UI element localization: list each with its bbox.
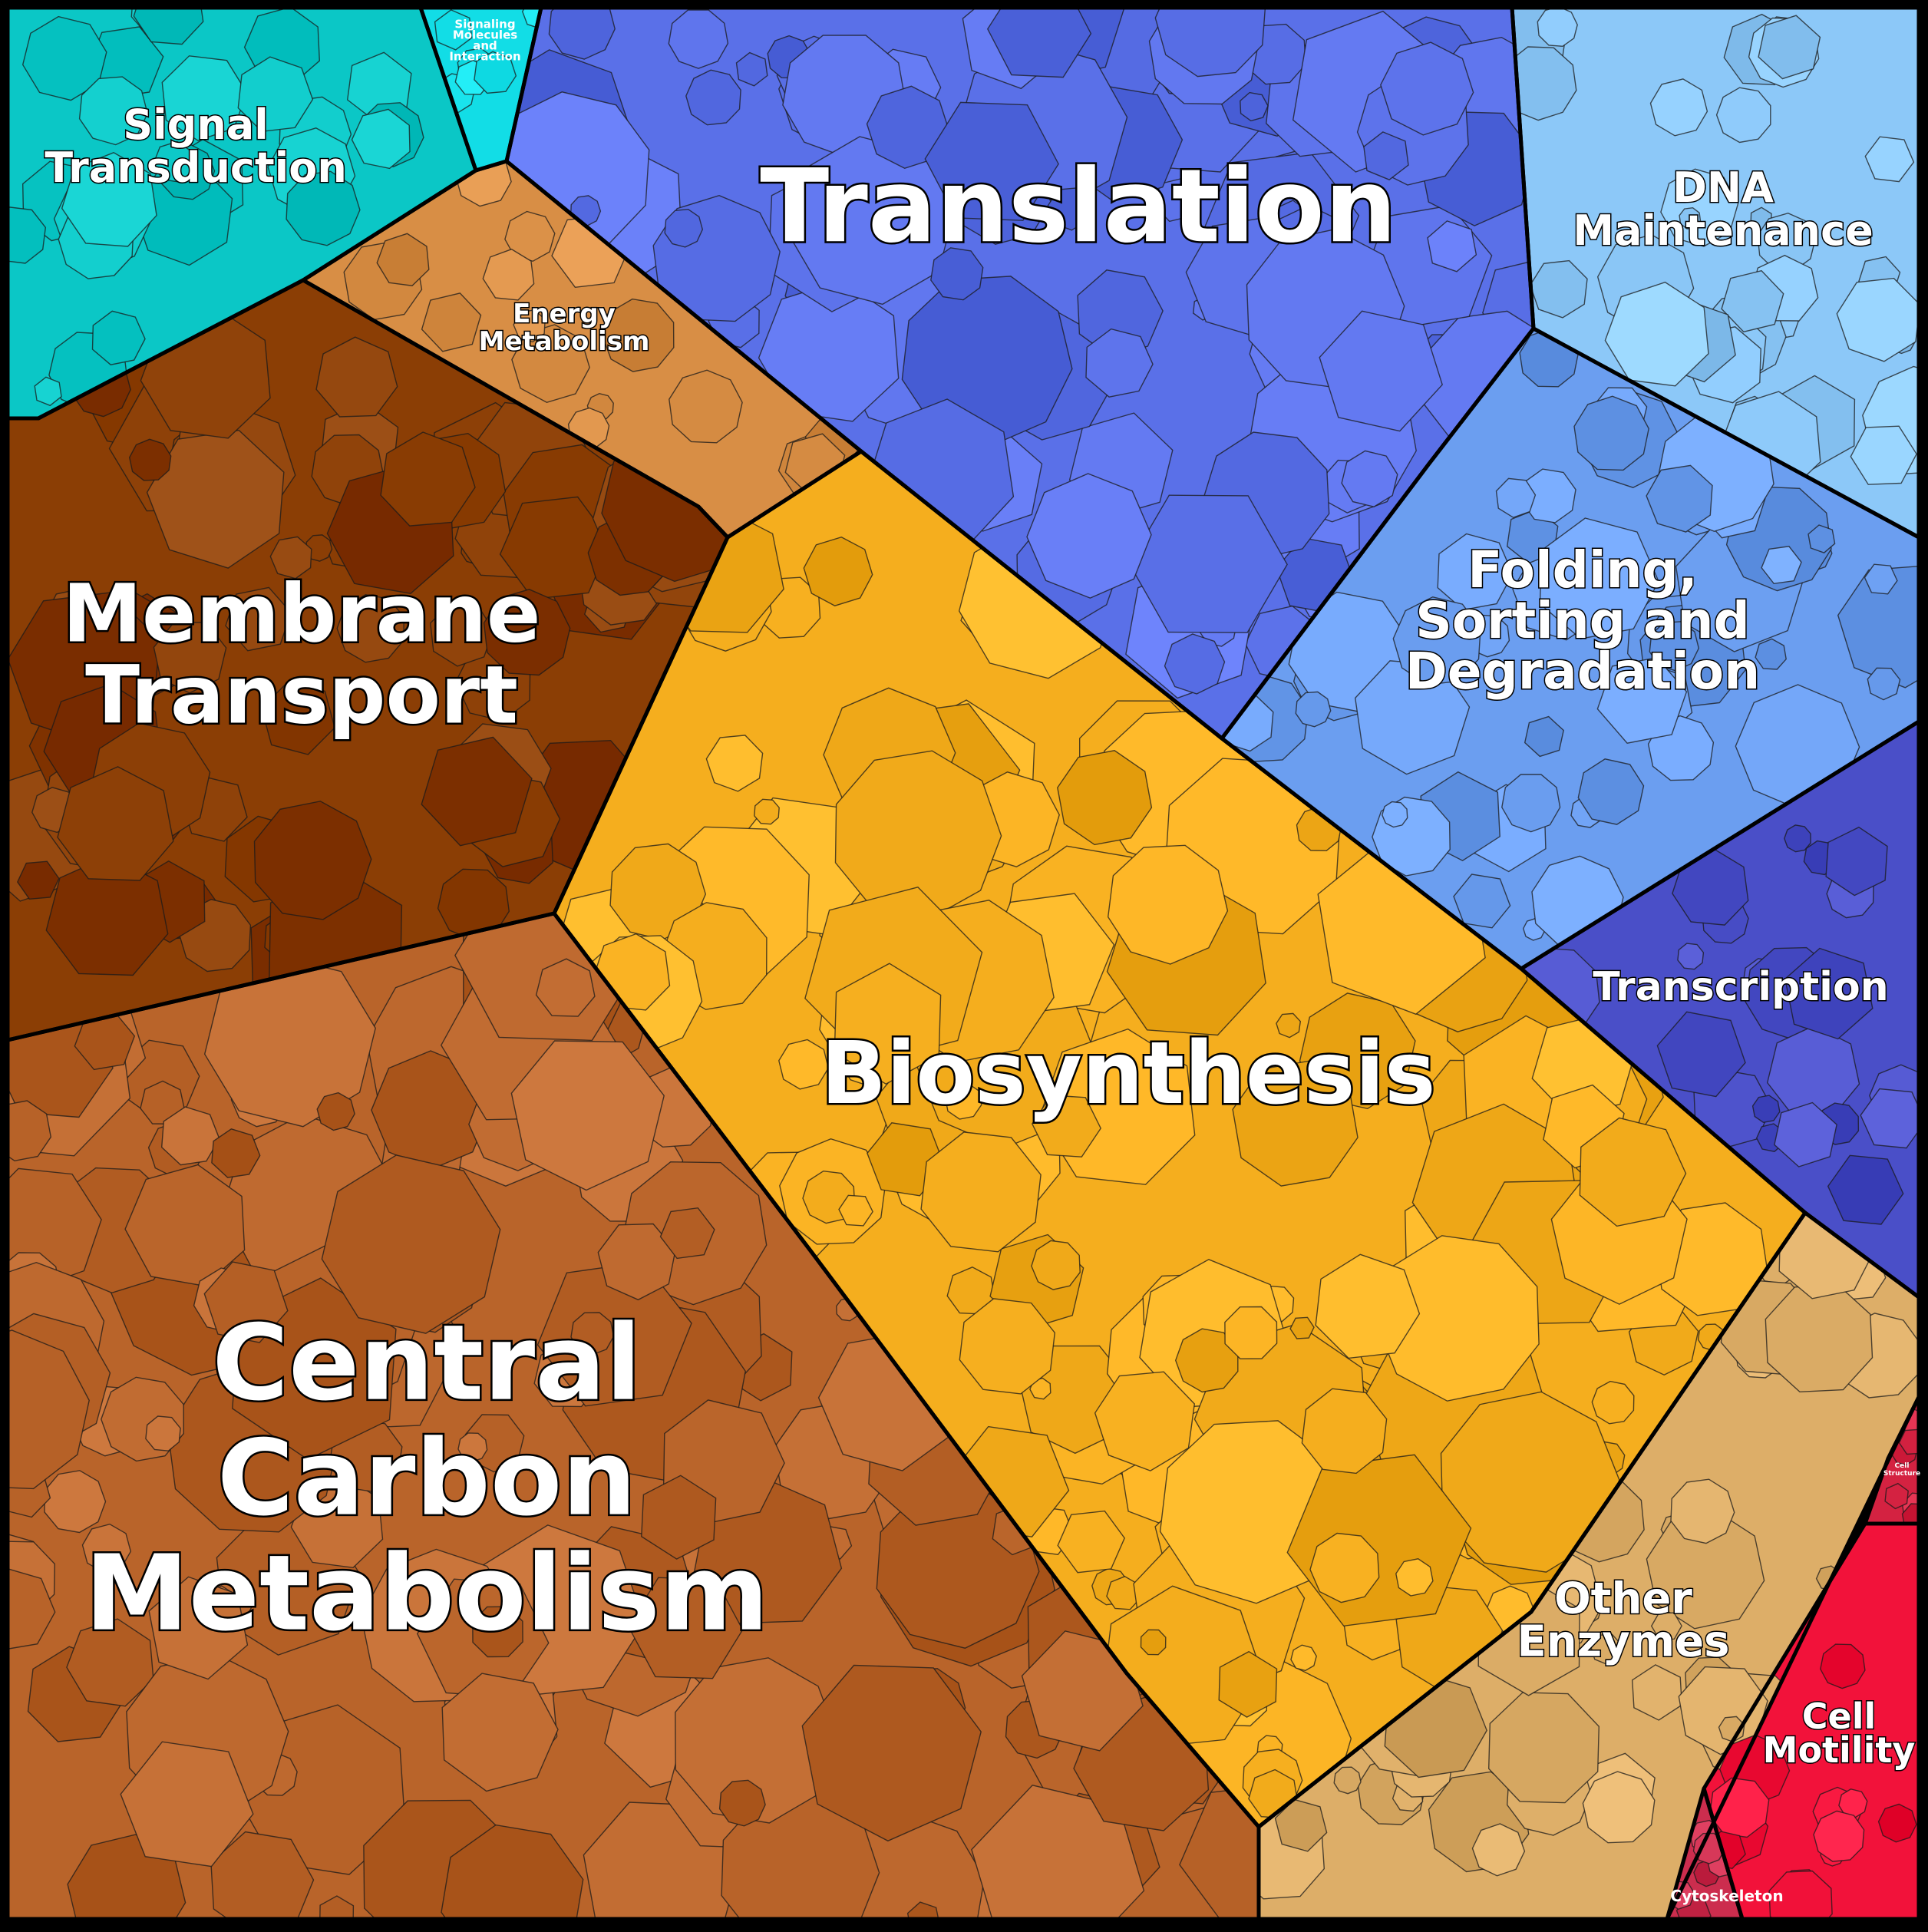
subcell xyxy=(1502,774,1560,832)
subcell xyxy=(1225,1307,1277,1359)
label-translation: Translation xyxy=(760,147,1397,266)
subcell xyxy=(1334,1767,1361,1794)
subcell xyxy=(1537,7,1577,47)
subcell xyxy=(1753,1095,1780,1122)
label-line: Interaction xyxy=(449,49,520,63)
subcell xyxy=(720,1780,766,1826)
label-line: Maintenance xyxy=(1573,206,1874,255)
label-line: Cytoskeleton xyxy=(1670,1887,1783,1905)
label-line: Transport xyxy=(85,648,518,741)
subcell xyxy=(1027,474,1151,598)
subcell xyxy=(1765,1285,1872,1392)
subcell xyxy=(1032,1240,1080,1290)
label-cytoskeleton: Cytoskeleton xyxy=(1670,1887,1783,1905)
subcell xyxy=(1473,1824,1525,1876)
label-line: Transcription xyxy=(1593,964,1888,1010)
label-line: Cell xyxy=(1895,1462,1910,1470)
label-transcription: Transcription xyxy=(1593,964,1888,1010)
label-biosynthesis: Biosynthesis xyxy=(820,1024,1435,1124)
subcell xyxy=(1671,1479,1735,1543)
label-line: Enzymes xyxy=(1517,1617,1730,1667)
subcell xyxy=(1592,1382,1634,1424)
subcell xyxy=(1310,1534,1379,1603)
label-line: Translation xyxy=(760,147,1397,266)
label-line: Structure xyxy=(1883,1470,1920,1478)
subcell xyxy=(1382,802,1408,827)
subcell xyxy=(1296,692,1330,726)
subcell xyxy=(146,1416,180,1451)
label-line: Central xyxy=(212,1303,641,1425)
subcell xyxy=(1717,88,1771,142)
subcell xyxy=(1583,1772,1654,1843)
label-line: Degradation xyxy=(1405,642,1760,701)
subcell xyxy=(130,439,171,481)
subcell xyxy=(665,210,702,247)
label-line: Carbon xyxy=(217,1418,636,1540)
label-line: Energy xyxy=(513,299,616,329)
subcell xyxy=(669,10,728,68)
subcell xyxy=(317,1093,355,1131)
subcell xyxy=(1821,1644,1865,1689)
label-line: DNA xyxy=(1672,163,1774,212)
subcell xyxy=(1814,1811,1864,1861)
label-line: Signal xyxy=(123,101,268,149)
subcell xyxy=(1291,1645,1316,1670)
subcell xyxy=(1879,1804,1916,1841)
subcell xyxy=(754,799,779,824)
subcell xyxy=(1489,1693,1600,1803)
subcell xyxy=(1141,1630,1166,1654)
label-line: Motility xyxy=(1763,1729,1916,1771)
label-line: Biosynthesis xyxy=(820,1024,1435,1124)
subcell xyxy=(1165,634,1225,694)
label-line: Metabolism xyxy=(84,1534,768,1655)
subcell xyxy=(686,70,741,125)
subcell xyxy=(45,1471,106,1533)
label-line: Membrane xyxy=(63,566,541,660)
label-line: Transduction xyxy=(45,144,347,192)
subcell xyxy=(669,370,742,443)
label-line: Metabolism xyxy=(479,326,650,357)
